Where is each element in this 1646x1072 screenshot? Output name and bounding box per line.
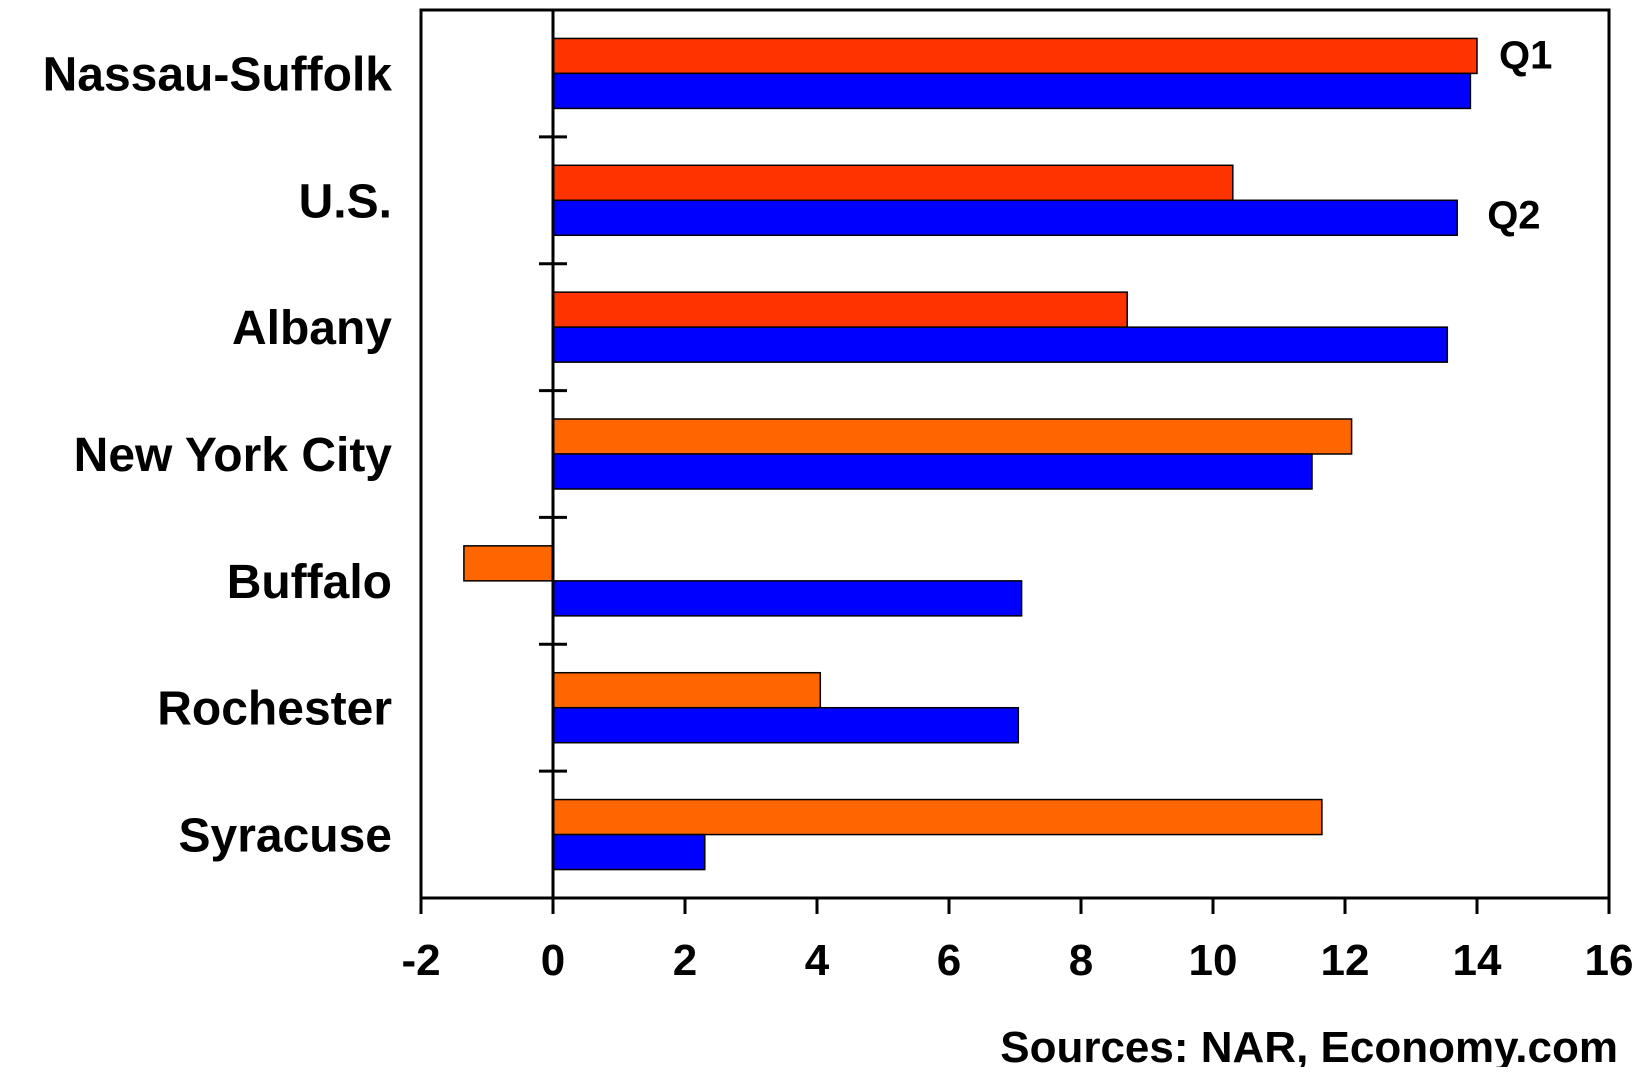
series-labels-group: Q1 Q2 [1487, 33, 1552, 237]
bar-q2-3 [552, 453, 1313, 490]
series-label-q1: Q1 [1499, 33, 1552, 77]
bar-q1-3 [552, 418, 1353, 455]
x-tick-label: 6 [937, 936, 961, 985]
bar-q2-0 [552, 72, 1472, 110]
category-ticks-group [539, 135, 567, 773]
bar-q1-1 [552, 164, 1234, 202]
x-tick-label: 2 [673, 936, 697, 985]
bar-q1-5 [552, 671, 822, 709]
bars-group [463, 37, 1478, 871]
bar-q1-0 [552, 37, 1478, 75]
bar-q1-6 [552, 798, 1323, 836]
source-note: Sources: NAR, Economy.com [1000, 1023, 1618, 1067]
bar-q1-4 [463, 545, 554, 582]
bar-q1-2 [552, 291, 1128, 328]
x-tick-label: 16 [1585, 936, 1634, 985]
category-labels-group: Nassau-Suffolk U.S. Albany New York City Buf… [43, 48, 393, 862]
bar-q2-6 [552, 833, 706, 871]
category-label: U.S. [299, 175, 392, 228]
series-label-q2: Q2 [1487, 193, 1540, 237]
category-label: Syracuse [179, 810, 393, 863]
bar-q2-2 [552, 326, 1449, 363]
x-tick-label: 0 [541, 936, 565, 985]
category-label: Albany [232, 302, 392, 355]
category-label: New York City [74, 429, 393, 482]
bar-q2-1 [552, 199, 1458, 237]
category-label: Rochester [157, 683, 392, 736]
category-label: Nassau-Suffolk [43, 48, 393, 101]
x-tick-label: 12 [1321, 936, 1370, 985]
bar-q2-5 [552, 706, 1020, 744]
bar-q2-4 [552, 580, 1023, 617]
x-tick-label: 8 [1069, 936, 1093, 985]
category-label: Buffalo [227, 556, 392, 609]
x-tick-label: 4 [805, 936, 830, 985]
x-axis-ticks-group: -2 0 2 4 6 8 10 12 14 16 [401, 898, 1633, 985]
x-tick-label: 14 [1453, 936, 1502, 985]
x-tick-label: -2 [401, 936, 440, 985]
x-tick-label: 10 [1189, 936, 1238, 985]
